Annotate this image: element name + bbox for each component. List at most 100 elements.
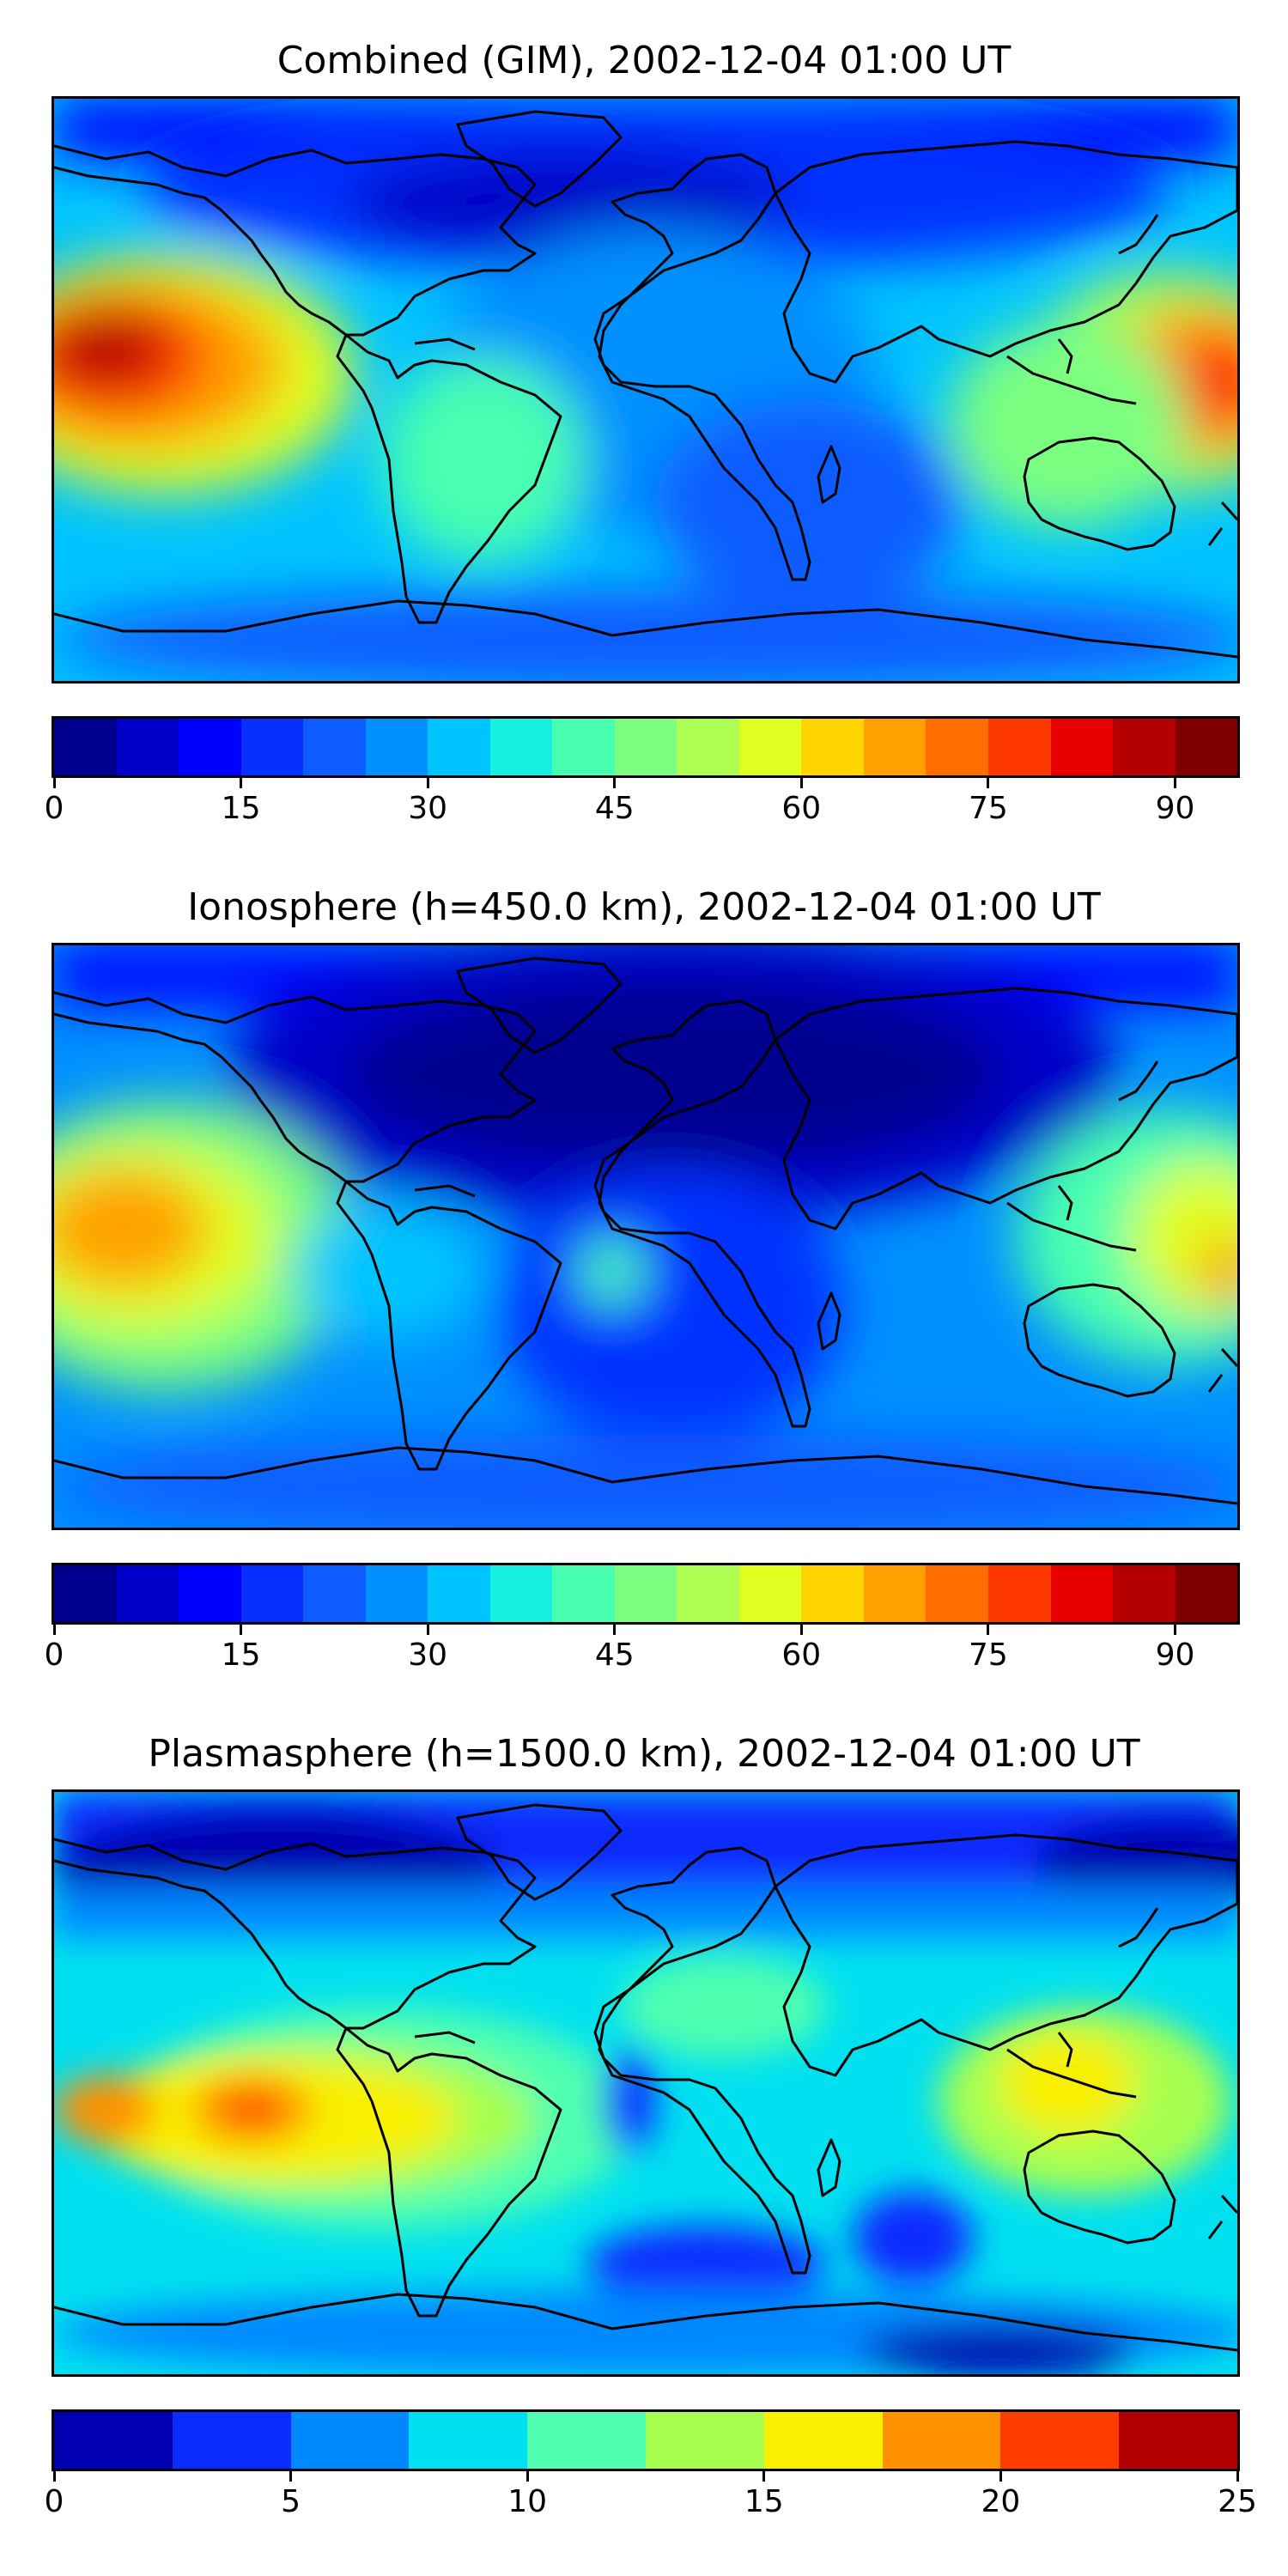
colorbar-tick-label: 0: [44, 1637, 64, 1673]
colorbar-segment: [1000, 2412, 1120, 2469]
colorbar-segment: [54, 719, 117, 775]
colorbar-tick-label: 15: [744, 2484, 784, 2519]
panel-title: Combined (GIM), 2002-12-04 01:00 UT: [276, 39, 1012, 82]
colorbar-segment: [303, 1565, 366, 1622]
colorbar-tick-label: 25: [1218, 2484, 1257, 2519]
colorbar-tick: [52, 2471, 56, 2482]
colorbar-segment: [1175, 719, 1238, 775]
colorbar-segment: [863, 1565, 927, 1622]
colorbar-tick: [526, 2471, 529, 2482]
colorbar-tick-label: 45: [594, 1637, 635, 1673]
colorbar-tick-label: 15: [221, 791, 261, 826]
colorbar-tick-label: 0: [44, 791, 64, 826]
colorbar-segment: [552, 719, 615, 775]
map-combined: [52, 96, 1240, 683]
colorbar-segment: [116, 719, 179, 775]
colorbar-tick: [52, 1625, 56, 1635]
panel-title: Ionosphere (h=450.0 km), 2002-12-04 01:0…: [187, 885, 1101, 929]
colorbar-segment: [365, 719, 428, 775]
colorbar-segment: [1175, 1565, 1238, 1622]
colorbar-tick-label: 90: [1155, 1637, 1195, 1673]
colorbar-tick: [240, 1625, 243, 1635]
colorbar-tick: [613, 1625, 617, 1635]
colorbar-segment: [240, 719, 304, 775]
colorbar-segment: [801, 719, 864, 775]
colorbar-segment: [489, 719, 553, 775]
colorbar-segment: [409, 2412, 528, 2469]
colorbar-segment: [428, 719, 490, 775]
colorbar-tick: [987, 1625, 990, 1635]
colorbar-segment: [489, 1565, 553, 1622]
colorbar: [52, 2409, 1240, 2471]
colorbar-tick: [987, 778, 990, 788]
colorbar-tick: [762, 2471, 766, 2482]
colorbar-tick-label: 60: [781, 1637, 822, 1673]
colorbar-tick-label: 75: [968, 1637, 1008, 1673]
colorbar-segment: [863, 719, 927, 775]
colorbar-tick: [999, 2471, 1002, 2482]
colorbar-segment: [763, 2412, 883, 2469]
colorbar-segment: [1050, 1565, 1114, 1622]
colorbar-segment: [172, 2412, 291, 2469]
colorbar-tick: [613, 778, 617, 788]
colorbar-tick: [799, 778, 803, 788]
colorbar-tick-label: 75: [968, 791, 1008, 826]
colorbar-tick-label: 15: [221, 1637, 261, 1673]
colorbar-tick-label: 30: [408, 791, 448, 826]
colorbar-tick-label: 90: [1155, 791, 1195, 826]
colorbar-segment: [738, 719, 802, 775]
colorbar-tick-label: 30: [408, 1637, 448, 1673]
colorbar-segment: [801, 1565, 864, 1622]
map-plasmasphere: [52, 1789, 1240, 2377]
colorbar-segment: [987, 1565, 1051, 1622]
colorbar-tick-label: 20: [981, 2484, 1021, 2519]
colorbar-tick: [799, 1625, 803, 1635]
colorbar-tick-label: 10: [507, 2484, 548, 2519]
colorbar-tick: [426, 1625, 429, 1635]
colorbar-segment: [926, 719, 988, 775]
colorbar-segment: [614, 1565, 677, 1622]
colorbar-segment: [677, 719, 739, 775]
tec-contour-map: [54, 945, 1237, 1528]
colorbar-tick-label: 60: [781, 791, 822, 826]
colorbar-segment: [738, 1565, 802, 1622]
colorbar-segment: [290, 2412, 410, 2469]
colorbar-tick-label: 0: [44, 2484, 64, 2519]
colorbar-segment: [365, 1565, 428, 1622]
colorbar-segment: [614, 719, 677, 775]
colorbar-segment: [527, 2412, 646, 2469]
colorbar-tick-label: 45: [594, 791, 635, 826]
colorbar-segment: [179, 719, 241, 775]
map-ionosphere: [52, 943, 1240, 1530]
panel-title: Plasmasphere (h=1500.0 km), 2002-12-04 0…: [148, 1732, 1140, 1776]
colorbar-segment: [1119, 2412, 1237, 2469]
colorbar-segment: [1113, 719, 1176, 775]
colorbar-segment: [54, 1565, 117, 1622]
colorbar-segment: [926, 1565, 988, 1622]
colorbar-segment: [54, 2412, 173, 2469]
colorbar-tick: [1173, 1625, 1176, 1635]
colorbar-segment: [987, 719, 1051, 775]
colorbar-segment: [179, 1565, 241, 1622]
colorbar-segment: [240, 1565, 304, 1622]
colorbar-tick: [426, 778, 429, 788]
colorbar-segment: [428, 1565, 490, 1622]
colorbar-tick: [1236, 2471, 1239, 2482]
colorbar-segment: [552, 1565, 615, 1622]
colorbar-segment: [677, 1565, 739, 1622]
colorbar-segment: [303, 719, 366, 775]
tec-contour-map: [54, 1792, 1237, 2374]
colorbar-segment: [1113, 1565, 1176, 1622]
tec-contour-map: [54, 99, 1237, 681]
colorbar-segment: [645, 2412, 764, 2469]
colorbar-tick: [52, 778, 56, 788]
colorbar-segment: [882, 2412, 1001, 2469]
colorbar-tick: [240, 778, 243, 788]
colorbar-tick: [1173, 778, 1176, 788]
colorbar: [52, 1563, 1240, 1625]
colorbar: [52, 716, 1240, 778]
colorbar-tick: [289, 2471, 293, 2482]
colorbar-segment: [116, 1565, 179, 1622]
colorbar-tick-label: 5: [281, 2484, 301, 2519]
colorbar-segment: [1050, 719, 1114, 775]
